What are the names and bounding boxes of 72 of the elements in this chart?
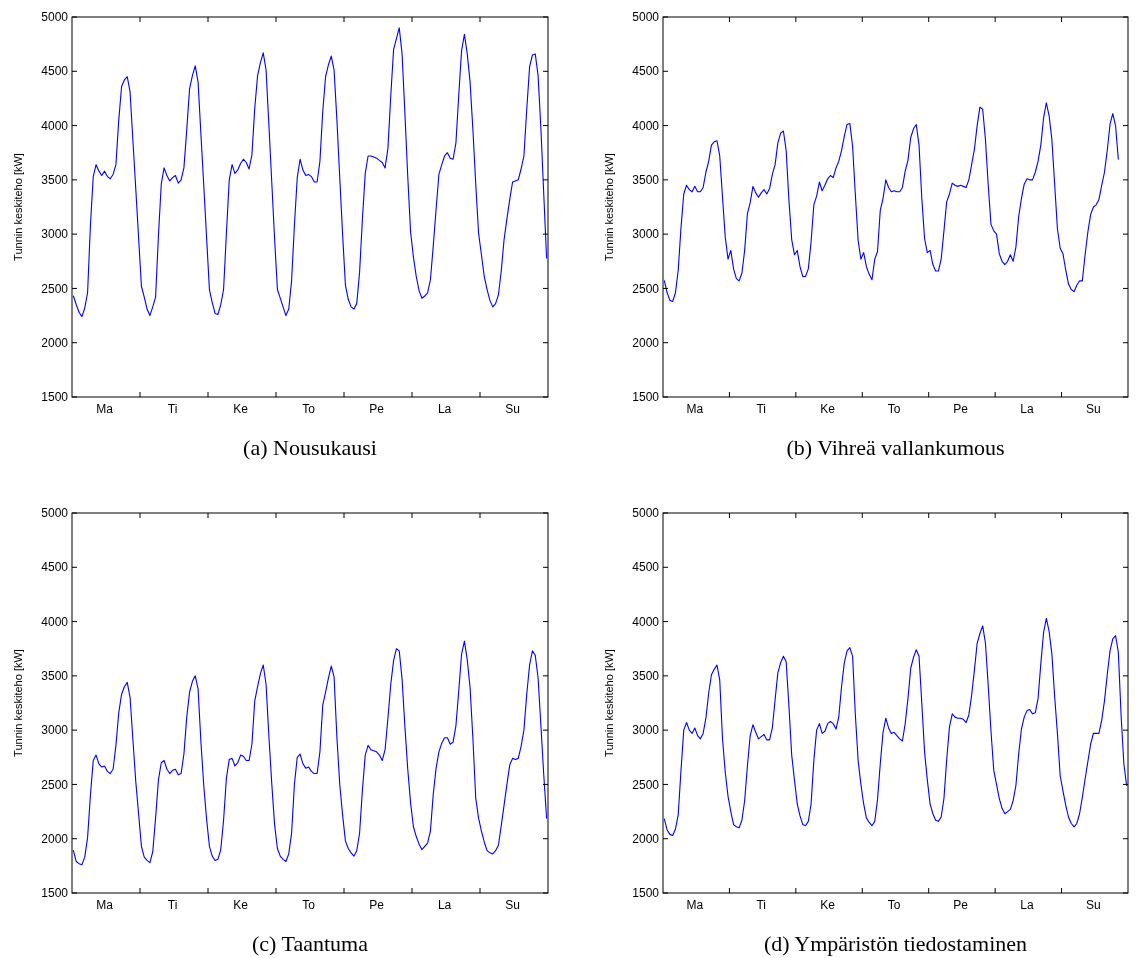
text: (a) Nousukausi bbox=[243, 435, 377, 460]
x-tick-label: La bbox=[437, 898, 452, 912]
x-tick-label: Ti bbox=[756, 402, 767, 416]
x-tick-label: Pe bbox=[369, 898, 385, 912]
y-tick-label: 5000 bbox=[41, 10, 69, 25]
x-tick-label: La bbox=[1020, 898, 1034, 912]
x-tick-label: Su bbox=[505, 898, 520, 912]
x-tick-label: To bbox=[302, 402, 316, 416]
x-tick-label: Pe bbox=[369, 402, 385, 416]
y-tick-label: 3500 bbox=[632, 173, 660, 188]
x-tick-label: To bbox=[887, 898, 901, 912]
x-tick-label: Ke bbox=[233, 402, 249, 416]
x-tick-label: Ma bbox=[686, 898, 704, 912]
y-axis-title: Tunnin keskiteho [kW] bbox=[12, 153, 24, 261]
y-tick-label: 5000 bbox=[41, 506, 69, 521]
y-tick-label: 4500 bbox=[41, 560, 69, 575]
y-tick-label: 2500 bbox=[632, 281, 660, 296]
y-tick-label: 3500 bbox=[41, 669, 69, 684]
x-tick-label: Ke bbox=[233, 898, 249, 912]
x-tick-label: Ma bbox=[96, 402, 114, 416]
line-series bbox=[72, 27, 548, 318]
x-tick-label: Ma bbox=[686, 402, 704, 416]
y-axis-title: Tunnin keskiteho [kW] bbox=[603, 649, 615, 757]
text: (b) Vihreä vallankumous bbox=[786, 435, 1005, 460]
x-tick-label: La bbox=[437, 402, 452, 416]
text: (d) Ympäristön tiedostaminen bbox=[763, 931, 1028, 956]
y-axis-title: Tunnin keskiteho [kW] bbox=[603, 153, 615, 261]
y-tick-label: 4000 bbox=[632, 614, 660, 629]
y-tick-label: 1500 bbox=[632, 390, 660, 405]
y-tick-label: 2000 bbox=[632, 831, 660, 846]
x-tick-label: Su bbox=[505, 402, 520, 416]
y-tick-label: 4500 bbox=[632, 560, 660, 575]
y-tick-label: 3000 bbox=[41, 227, 69, 242]
y-axis-title: Tunnin keskiteho [kW] bbox=[12, 649, 24, 757]
x-tick-label: To bbox=[302, 898, 316, 912]
line-series bbox=[663, 102, 1119, 303]
line-series bbox=[663, 617, 1128, 837]
x-tick-label: Ke bbox=[820, 898, 836, 912]
y-tick-label: 4000 bbox=[41, 118, 69, 133]
y-tick-label: 1500 bbox=[41, 390, 69, 405]
x-tick-label: To bbox=[887, 402, 901, 416]
x-tick-label: Ti bbox=[756, 898, 767, 912]
y-tick-label: 1500 bbox=[41, 886, 69, 901]
y-tick-label: 2500 bbox=[632, 777, 660, 792]
y-tick-label: 2500 bbox=[41, 281, 69, 296]
y-tick-label: 4000 bbox=[41, 614, 69, 629]
text: (c) Taantuma bbox=[252, 931, 369, 956]
x-tick-label: Su bbox=[1086, 402, 1101, 416]
x-tick-label: Ma bbox=[96, 898, 114, 912]
y-tick-label: 2500 bbox=[41, 777, 69, 792]
x-tick-label: Su bbox=[1086, 898, 1101, 912]
y-tick-label: 4500 bbox=[41, 64, 69, 79]
y-tick-label: 4500 bbox=[632, 64, 660, 79]
y-tick-label: 5000 bbox=[632, 506, 660, 521]
y-tick-label: 2000 bbox=[41, 335, 69, 350]
x-tick-label: Ke bbox=[820, 402, 836, 416]
y-tick-label: 3500 bbox=[41, 173, 69, 188]
line-series bbox=[72, 640, 548, 866]
x-tick-label: Pe bbox=[953, 898, 969, 912]
x-tick-label: Pe bbox=[953, 402, 969, 416]
y-tick-label: 2000 bbox=[632, 335, 660, 350]
y-tick-label: 3000 bbox=[632, 227, 660, 242]
x-tick-label: Ti bbox=[167, 402, 178, 416]
x-tick-label: Ti bbox=[167, 898, 178, 912]
y-tick-label: 3000 bbox=[632, 723, 660, 738]
y-tick-label: 3500 bbox=[632, 669, 660, 684]
y-tick-label: 1500 bbox=[632, 886, 660, 901]
x-tick-label: La bbox=[1020, 402, 1034, 416]
y-tick-label: 3000 bbox=[41, 723, 69, 738]
y-tick-label: 4000 bbox=[632, 118, 660, 133]
y-tick-label: 2000 bbox=[41, 831, 69, 846]
y-tick-label: 5000 bbox=[632, 10, 660, 25]
